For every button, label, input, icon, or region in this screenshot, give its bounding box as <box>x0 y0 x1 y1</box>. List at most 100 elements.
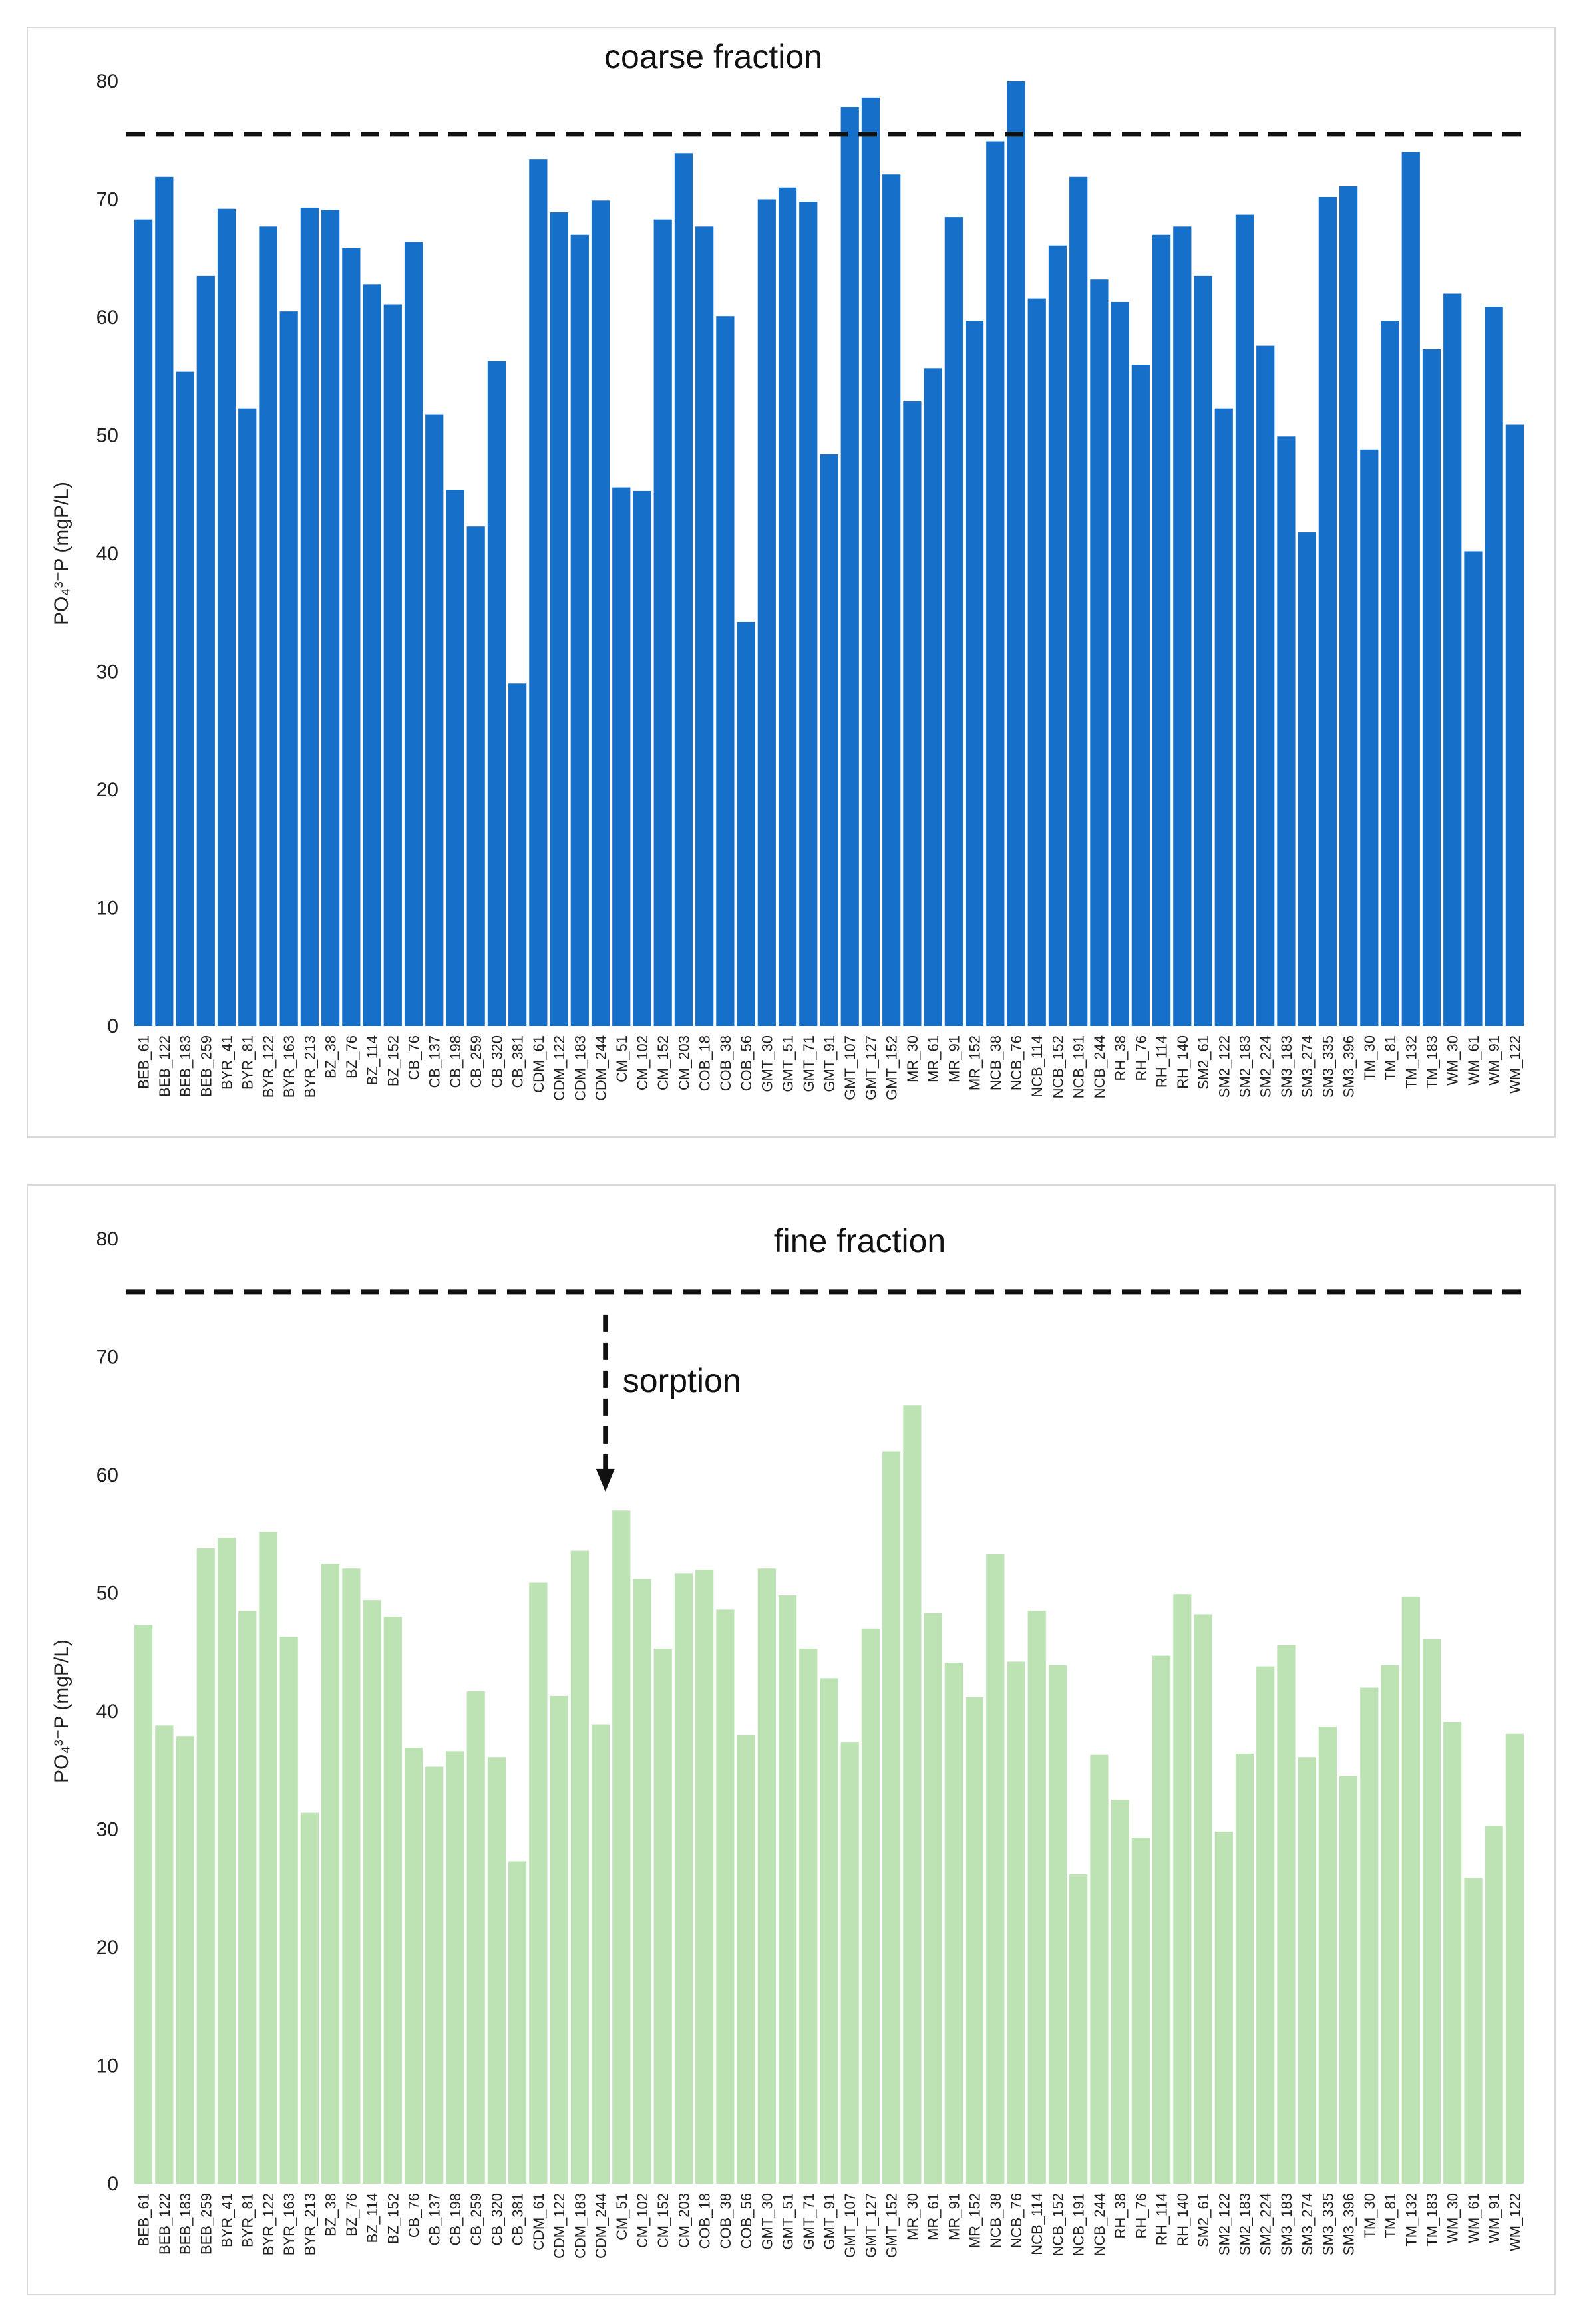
x-tick-label: BYR_81 <box>240 2193 256 2247</box>
x-tick-label: SM3_183 <box>1278 2193 1295 2255</box>
bar <box>944 1663 963 2184</box>
x-tick-label: CB_259 <box>468 2193 484 2246</box>
x-tick-label: TM_132 <box>1403 2193 1419 2247</box>
y-tick-label: 60 <box>96 1464 118 1486</box>
bar <box>799 202 818 1026</box>
y-axis-label: PO₄³⁻P (mgP/L) <box>51 1639 73 1783</box>
x-tick-label: SM3_396 <box>1341 1035 1357 1098</box>
bar <box>1090 279 1109 1027</box>
bar <box>134 1625 153 2184</box>
bar <box>1027 298 1046 1027</box>
x-tick-label: TM_183 <box>1423 2193 1440 2247</box>
bar <box>820 454 838 1026</box>
bar <box>840 1742 859 2184</box>
bar <box>487 361 506 1026</box>
x-tick-label: BYR_41 <box>219 1035 236 1090</box>
x-tick-label: BEB_61 <box>136 1035 152 1089</box>
x-tick-label: BEB_61 <box>136 2193 152 2247</box>
x-tick-label: TM_183 <box>1423 1035 1440 1089</box>
x-tick-label: MR_91 <box>946 1035 962 1082</box>
bar <box>1401 1596 1420 2184</box>
bar <box>778 1595 797 2184</box>
bar <box>446 1751 464 2184</box>
x-tick-label: BEB_122 <box>156 2193 173 2255</box>
bar <box>404 1748 423 2184</box>
x-tick-label: SM2_61 <box>1195 1035 1212 1090</box>
x-tick-label: BZ_152 <box>385 2193 401 2244</box>
y-tick-label: 10 <box>96 898 118 919</box>
x-tick-label: GMT_152 <box>884 2193 900 2258</box>
bar <box>1298 532 1316 1026</box>
y-tick-label: 20 <box>96 1937 118 1959</box>
x-tick-label: RH_140 <box>1174 2193 1191 2247</box>
x-tick-label: CB_76 <box>406 2193 423 2238</box>
x-tick-label: CDM_183 <box>572 2193 588 2259</box>
annotation-fine-fraction: fine fraction <box>774 1222 946 1259</box>
x-tick-label: GMT_91 <box>821 2193 838 2250</box>
x-tick-label: CB_137 <box>427 1035 443 1088</box>
bar <box>508 683 527 1026</box>
bar <box>1443 293 1462 1026</box>
bar <box>383 304 402 1027</box>
y-tick-label: 80 <box>96 71 118 92</box>
x-tick-label: CM_152 <box>655 1035 671 1090</box>
bar <box>861 97 880 1027</box>
x-tick-label: CM_102 <box>634 1035 651 1090</box>
x-tick-label: BZ_76 <box>343 2193 360 2236</box>
x-tick-label: NCB_38 <box>987 2193 1004 2248</box>
x-tick-label: NCB_76 <box>1008 2193 1025 2248</box>
bar <box>1152 234 1171 1026</box>
bar <box>653 1648 672 2184</box>
bar <box>1485 1826 1503 2184</box>
x-tick-label: SM2_61 <box>1195 2193 1212 2247</box>
x-tick-label: CM_152 <box>655 2193 671 2248</box>
x-tick-label: BEB_183 <box>177 2193 194 2255</box>
bar <box>840 107 859 1026</box>
bar <box>695 1570 714 2184</box>
x-tick-label: BYR_122 <box>260 2193 277 2255</box>
x-tick-label: BZ_76 <box>343 1035 360 1079</box>
bar <box>1464 551 1483 1026</box>
bar <box>1048 245 1067 1027</box>
x-tick-label: GMT_107 <box>842 1035 858 1100</box>
x-tick-label: SM2_122 <box>1216 1035 1232 1098</box>
bar <box>633 1579 651 2184</box>
x-tick-label: CDM_244 <box>593 2193 610 2259</box>
x-tick-label: TM_30 <box>1361 1035 1378 1080</box>
x-tick-label: WM_91 <box>1486 2193 1502 2243</box>
bar <box>591 200 610 1026</box>
y-tick-label: 40 <box>96 1701 118 1723</box>
y-axis-label: PO₄³⁻P (mgP/L) <box>51 482 73 625</box>
x-tick-label: WM_30 <box>1445 2193 1461 2243</box>
bar <box>425 414 444 1026</box>
bar <box>986 141 1005 1026</box>
x-tick-label: RH_114 <box>1154 1035 1170 1088</box>
x-tick-label: SM3_335 <box>1319 2193 1336 2255</box>
bar <box>404 242 423 1026</box>
x-tick-label: CM_203 <box>675 1035 692 1090</box>
sorption-label: sorption <box>623 1362 741 1399</box>
x-tick-label: COB_56 <box>738 2193 755 2249</box>
bar <box>425 1766 444 2184</box>
x-tick-label: CB_137 <box>427 2193 443 2246</box>
bar <box>529 1582 548 2184</box>
bar <box>882 1451 901 2184</box>
x-tick-label: BZ_38 <box>323 1035 339 1079</box>
y-tick-label: 30 <box>96 661 118 683</box>
bar <box>238 408 257 1026</box>
sorption-arrow-head <box>596 1468 615 1492</box>
x-tick-label: BYR_81 <box>240 1035 256 1090</box>
x-tick-label: BZ_38 <box>323 2193 339 2236</box>
bar <box>176 1736 194 2184</box>
y-tick-label: 0 <box>107 1015 118 1037</box>
x-tick-label: SM3_274 <box>1299 1035 1316 1098</box>
bar <box>903 1405 922 2184</box>
bar <box>466 1691 485 2184</box>
x-tick-label: RH_38 <box>1112 1035 1129 1080</box>
x-tick-label: CDM_183 <box>572 1035 588 1101</box>
x-tick-label: CM_203 <box>675 2193 692 2248</box>
bar <box>1318 196 1337 1027</box>
bar <box>1277 436 1296 1026</box>
x-tick-label: GMT_107 <box>842 2193 858 2258</box>
y-tick-label: 60 <box>96 307 118 329</box>
